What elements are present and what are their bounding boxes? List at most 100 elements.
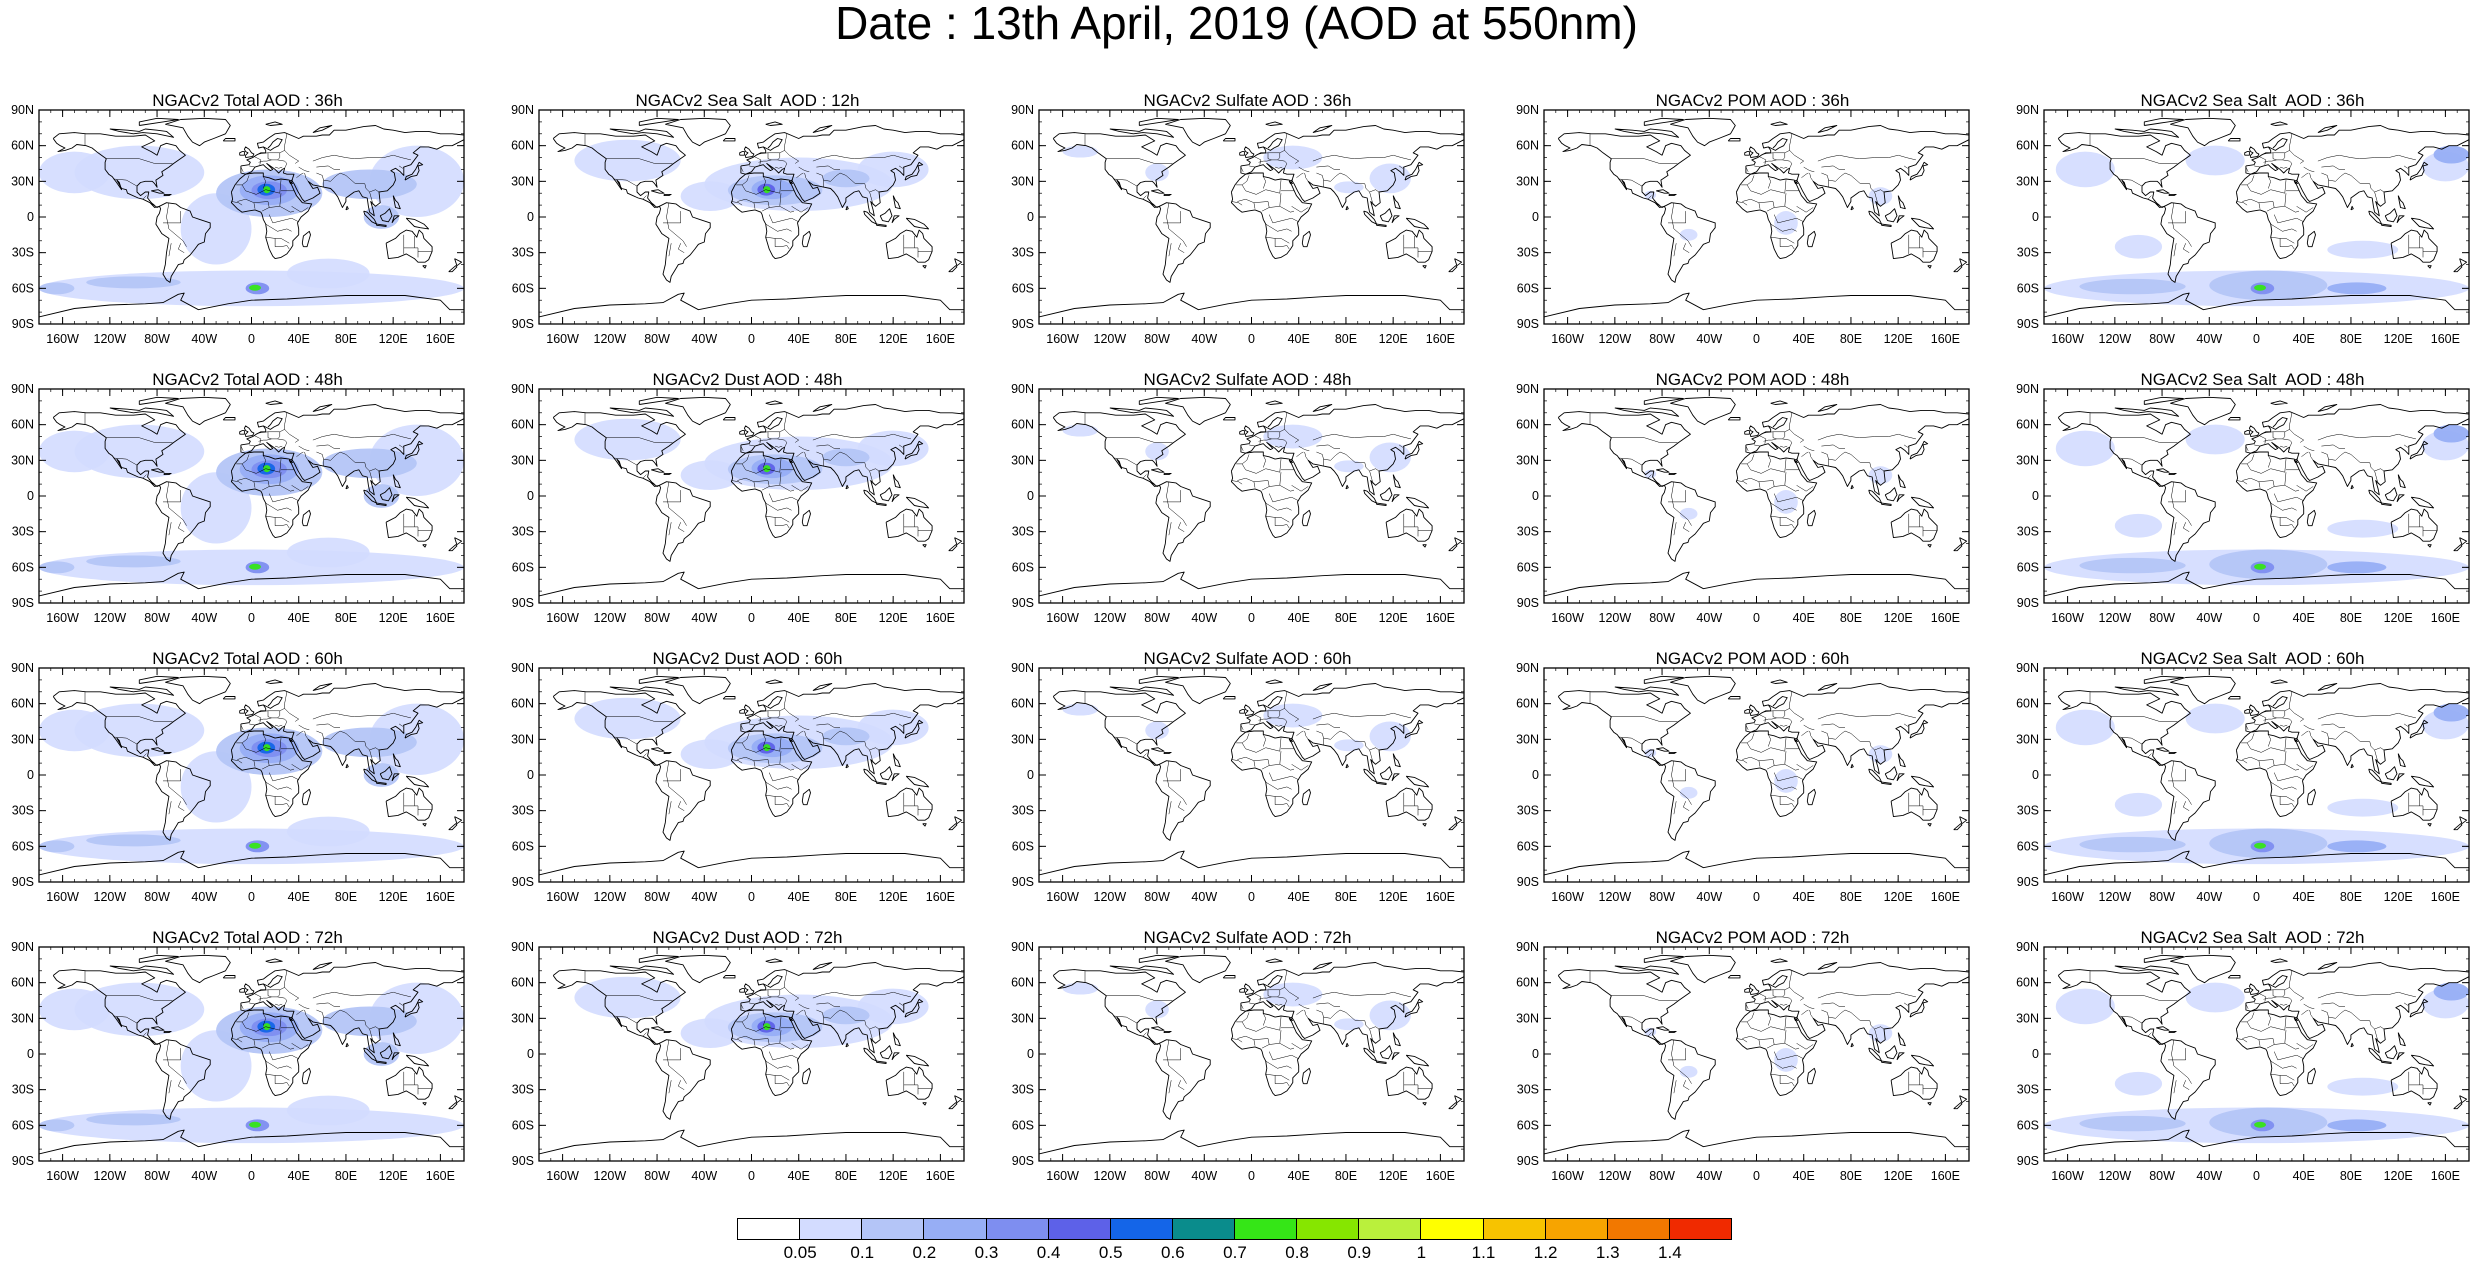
- latitude-tick-label: 60N: [1516, 139, 1539, 153]
- longitude-tick-label: 40W: [191, 1169, 217, 1183]
- latitude-tick-label: 30S: [1517, 525, 1539, 539]
- latitude-tick-label: 60S: [12, 1118, 34, 1132]
- world-map: 160W 120W 80W 40W 0 40E 80E 120E 160E 90N 60N 30N 0 3…: [511, 661, 965, 904]
- latitude-tick-label: 90N: [11, 940, 34, 954]
- latitude-tick-label: 0: [27, 1047, 34, 1061]
- latitude-tick-label: 60N: [2016, 418, 2039, 432]
- world-map: 160W 120W 80W 40W 0 40E 80E 120E 160E 90N 60N 30N 0 3…: [1011, 103, 1465, 346]
- longitude-tick-label: 40W: [691, 1169, 717, 1183]
- latitude-tick-label: 60N: [1011, 976, 1034, 990]
- longitude-tick-label: 160E: [2431, 332, 2460, 346]
- map-panel-dust: NGACv2 Dust AOD : 60h 160W 120W 80W 40W 0 40E 8…: [500, 650, 995, 922]
- longitude-tick-label: 160W: [1046, 890, 1079, 904]
- longitude-tick-label: 120E: [2384, 332, 2413, 346]
- longitude-tick-label: 40E: [2293, 611, 2315, 625]
- longitude-tick-label: 160E: [926, 1169, 955, 1183]
- panel-title: NGACv2 Sulfate AOD : 60h: [1143, 649, 1352, 668]
- latitude-tick-label: 60S: [12, 560, 34, 574]
- latitude-tick-label: 0: [2032, 210, 2039, 224]
- latitude-tick-label: 90N: [1516, 940, 1539, 954]
- longitude-tick-label: 80W: [644, 890, 670, 904]
- map-panel-total: NGACv2 Total AOD : 48h 160W 120W 80W 40W 0 40E…: [0, 371, 495, 643]
- latitude-tick-label: 90N: [1011, 940, 1034, 954]
- panel-title: NGACv2 Sea Salt AOD : 12h: [635, 91, 860, 110]
- latitude-tick-label: 60S: [1517, 1118, 1539, 1132]
- latitude-tick-label: 90S: [1012, 317, 1034, 331]
- latitude-tick-label: 30S: [512, 525, 534, 539]
- world-map: 160W 120W 80W 40W 0 40E 80E 120E 160E 90N 60N 30N 0 3…: [2016, 382, 2470, 625]
- latitude-tick-label: 90N: [11, 103, 34, 117]
- longitude-tick-label: 80W: [1649, 1169, 1675, 1183]
- longitude-tick-label: 160W: [1551, 1169, 1584, 1183]
- latitude-tick-label: 30S: [2017, 804, 2039, 818]
- world-map: 160W 120W 80W 40W 0 40E 80E 120E 160E 90N 60N 30N 0 3…: [11, 940, 465, 1183]
- latitude-tick-label: 0: [1027, 768, 1034, 782]
- latitude-tick-label: 30N: [11, 1011, 34, 1025]
- latitude-tick-label: 30N: [2016, 453, 2039, 467]
- panel-title: NGACv2 Total AOD : 48h: [152, 370, 343, 389]
- longitude-tick-label: 40W: [691, 890, 717, 904]
- longitude-tick-label: 160E: [1426, 1169, 1455, 1183]
- longitude-tick-label: 160W: [46, 890, 79, 904]
- longitude-tick-label: 80E: [835, 611, 857, 625]
- main-title: Date : 13th April, 2019 (AOD at 550nm): [835, 0, 1638, 49]
- latitude-tick-label: 30S: [512, 246, 534, 260]
- longitude-tick-label: 80E: [335, 890, 357, 904]
- latitude-tick-label: 0: [527, 768, 534, 782]
- latitude-tick-label: 90N: [1516, 103, 1539, 117]
- colorbar-swatch: [799, 1218, 863, 1240]
- longitude-tick-label: 0: [1753, 1169, 1760, 1183]
- latitude-tick-label: 30S: [1517, 246, 1539, 260]
- colorbar-label: 1.2: [1533, 1243, 1558, 1262]
- longitude-tick-label: 40W: [1191, 1169, 1217, 1183]
- longitude-tick-label: 120E: [1884, 332, 1913, 346]
- longitude-tick-label: 160E: [926, 890, 955, 904]
- longitude-tick-label: 0: [2253, 332, 2260, 346]
- latitude-tick-label: 60N: [11, 976, 34, 990]
- longitude-tick-label: 120E: [379, 890, 408, 904]
- latitude-tick-label: 60S: [2017, 1118, 2039, 1132]
- longitude-tick-label: 40E: [1288, 1169, 1310, 1183]
- latitude-tick-label: 30S: [1012, 1083, 1034, 1097]
- latitude-tick-label: 90N: [1011, 382, 1034, 396]
- latitude-tick-label: 0: [1027, 210, 1034, 224]
- longitude-tick-label: 160E: [426, 890, 455, 904]
- map-panel-pom: NGACv2 POM AOD : 60h 160W 120W 80W 40W 0 40E 80…: [1505, 650, 2000, 922]
- longitude-tick-label: 120E: [1379, 332, 1408, 346]
- colorbar-label: 1: [1416, 1243, 1427, 1262]
- longitude-tick-label: 80E: [1840, 890, 1862, 904]
- longitude-tick-label: 120W: [1094, 332, 1127, 346]
- longitude-tick-label: 160E: [1931, 1169, 1960, 1183]
- longitude-tick-label: 120W: [2099, 890, 2132, 904]
- map-panel-pom: NGACv2 POM AOD : 36h 160W 120W 80W 40W 0 40E 80…: [1505, 92, 2000, 364]
- panel-title: NGACv2 Sulfate AOD : 36h: [1143, 91, 1352, 110]
- longitude-tick-label: 160E: [2431, 890, 2460, 904]
- longitude-tick-label: 40E: [288, 611, 310, 625]
- longitude-tick-label: 80E: [1335, 890, 1357, 904]
- map-panel-total: NGACv2 Total AOD : 72h 160W 120W 80W 40W 0 40E…: [0, 929, 495, 1201]
- longitude-tick-label: 80W: [144, 332, 170, 346]
- panel-title: NGACv2 Dust AOD : 72h: [652, 928, 843, 947]
- longitude-tick-label: 0: [748, 611, 755, 625]
- colorbar-swatch: [1420, 1218, 1484, 1240]
- latitude-tick-label: 90S: [2017, 596, 2039, 610]
- latitude-tick-label: 90S: [2017, 1154, 2039, 1168]
- colorbar-swatch: [985, 1218, 1049, 1240]
- longitude-tick-label: 160W: [1046, 611, 1079, 625]
- latitude-tick-label: 60S: [1012, 281, 1034, 295]
- longitude-tick-label: 160E: [1931, 611, 1960, 625]
- latitude-tick-label: 30N: [2016, 1011, 2039, 1025]
- longitude-tick-label: 160W: [46, 332, 79, 346]
- longitude-tick-label: 160E: [1426, 890, 1455, 904]
- latitude-tick-label: 90N: [11, 382, 34, 396]
- world-map: 160W 120W 80W 40W 0 40E 80E 120E 160E 90N 60N 30N 0 3…: [2016, 940, 2470, 1183]
- longitude-tick-label: 80W: [144, 1169, 170, 1183]
- longitude-tick-label: 40E: [2293, 890, 2315, 904]
- latitude-tick-label: 0: [1532, 1047, 1539, 1061]
- longitude-tick-label: 160W: [1046, 1169, 1079, 1183]
- latitude-tick-label: 30S: [2017, 1083, 2039, 1097]
- longitude-tick-label: 0: [1248, 332, 1255, 346]
- colorbar-label: 0.9: [1347, 1243, 1372, 1262]
- longitude-tick-label: 40W: [2196, 890, 2222, 904]
- latitude-tick-label: 60S: [2017, 281, 2039, 295]
